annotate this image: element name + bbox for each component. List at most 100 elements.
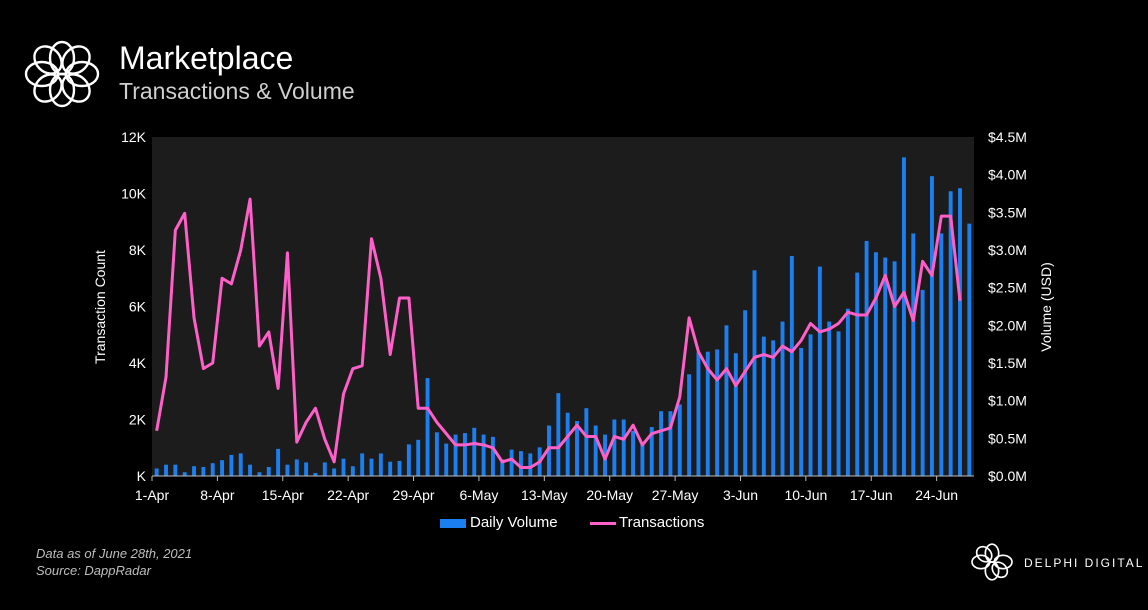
y-right-ticks: $0.0M $0.5M $1.0M $1.5M $2.0M $2.5M $3.0M $3.5M… (988, 129, 1027, 484)
y-left-tick-label: 10K (121, 186, 147, 202)
header-logo-icon (24, 40, 100, 108)
volume-bar (724, 325, 729, 476)
volume-bar (575, 421, 579, 476)
x-tick-label: 15-Apr (262, 487, 304, 503)
x-ticks: 1-Apr 8-Apr 15-Apr 22-Apr 29-Apr 6-May 13-May 2… (135, 476, 958, 503)
y-right-axis-label: Volume (USD) (1038, 262, 1054, 351)
legend-volume-label: Daily Volume (470, 514, 558, 531)
volume-bar (864, 240, 869, 476)
volume-bar (490, 436, 495, 476)
volume-bar (266, 466, 271, 476)
volume-bar (621, 419, 626, 476)
x-tick-label: 22-Apr (327, 487, 369, 503)
volume-bar (705, 351, 710, 476)
volume-bar (715, 349, 720, 476)
x-tick-label: 20-May (586, 487, 633, 503)
volume-bar (481, 434, 486, 476)
volume-bar (911, 233, 916, 476)
y-right-tick-label: $2.5M (988, 280, 1027, 296)
volume-bar (845, 308, 850, 476)
volume-bar (509, 449, 514, 476)
legend-transactions-swatch (590, 522, 616, 525)
volume-bar (462, 433, 467, 476)
volume-bar (341, 458, 346, 476)
footnote-data-date: Data as of June 28th, 2021 (36, 546, 193, 561)
x-tick-label: 1-Apr (135, 487, 170, 503)
x-tick-label: 3-Jun (723, 487, 758, 503)
volume-bar (276, 448, 281, 476)
volume-bar (547, 425, 551, 476)
page-title: Marketplace (119, 40, 294, 76)
volume-bar (817, 266, 822, 476)
x-tick-label: 6-May (459, 487, 498, 503)
x-tick-label: 13-May (521, 487, 568, 503)
volume-bar (659, 411, 664, 476)
transactions-line (155, 197, 962, 470)
volume-bar (855, 272, 860, 476)
volume-bar (743, 310, 748, 476)
volume-bar (220, 460, 225, 476)
footnote-source: Source: DappRadar (36, 563, 151, 578)
volume-bar (500, 459, 505, 476)
volume-bar (406, 444, 411, 476)
y-left-tick-label: 4K (129, 355, 147, 371)
volume-bar (360, 453, 365, 476)
y-left-ticks: K 2K 4K 6K 8K 10K 12K (121, 129, 147, 484)
volume-bar (294, 459, 299, 476)
volume-bar (322, 462, 327, 476)
volume-bar (687, 374, 692, 476)
y-right-tick-label: $3.5M (988, 204, 1027, 220)
volume-bar (210, 463, 215, 476)
x-tick-label: 24-Jun (915, 487, 958, 503)
volume-bar (780, 321, 785, 476)
volume-bar (808, 334, 813, 476)
volume-bar (565, 412, 570, 476)
volume-bar (416, 439, 421, 476)
volume-bar (930, 176, 934, 477)
y-right-tick-label: $0.0M (988, 468, 1027, 484)
y-right-tick-label: $1.5M (988, 355, 1027, 371)
volume-bar (649, 427, 654, 476)
volume-bar (434, 432, 439, 476)
volume-bar (584, 408, 589, 476)
volume-bar (519, 451, 523, 476)
x-tick-label: 8-Apr (200, 487, 235, 503)
volume-bar (192, 466, 196, 476)
volume-bar (958, 188, 962, 477)
volume-bar (350, 466, 355, 476)
y-left-tick-label: 12K (121, 129, 147, 145)
y-left-tick-label: 8K (129, 242, 147, 258)
y-left-tick-label: 2K (129, 412, 147, 428)
volume-bar (677, 404, 682, 476)
volume-bar (967, 223, 972, 476)
volume-bar (248, 464, 253, 476)
volume-bar (257, 472, 262, 476)
volume-bar (733, 353, 738, 476)
volume-bar (789, 256, 794, 476)
volume-bar (201, 466, 206, 476)
volume-bar (528, 453, 533, 476)
volume-bar (631, 430, 636, 476)
volume-bar (378, 453, 383, 476)
volume-bar (369, 458, 374, 476)
volume-bar (668, 411, 673, 476)
volume-bar (883, 257, 888, 476)
volume-bar (154, 468, 159, 476)
volume-bar (397, 460, 402, 476)
legend-volume-swatch (440, 519, 466, 528)
volume-bar (799, 347, 804, 476)
volume-bar (238, 453, 243, 476)
y-right-tick-label: $1.0M (988, 393, 1027, 409)
volume-bar (939, 233, 944, 476)
volume-bars (154, 157, 972, 477)
legend-transactions-label: Transactions (619, 514, 705, 531)
volume-bar (892, 261, 897, 476)
volume-bar (873, 252, 878, 476)
y-right-tick-label: $2.0M (988, 317, 1027, 333)
x-tick-label: 17-Jun (850, 487, 893, 503)
plot-area (152, 137, 974, 476)
volume-bar (827, 321, 832, 476)
volume-bar (761, 336, 766, 476)
volume-bar (593, 425, 598, 476)
